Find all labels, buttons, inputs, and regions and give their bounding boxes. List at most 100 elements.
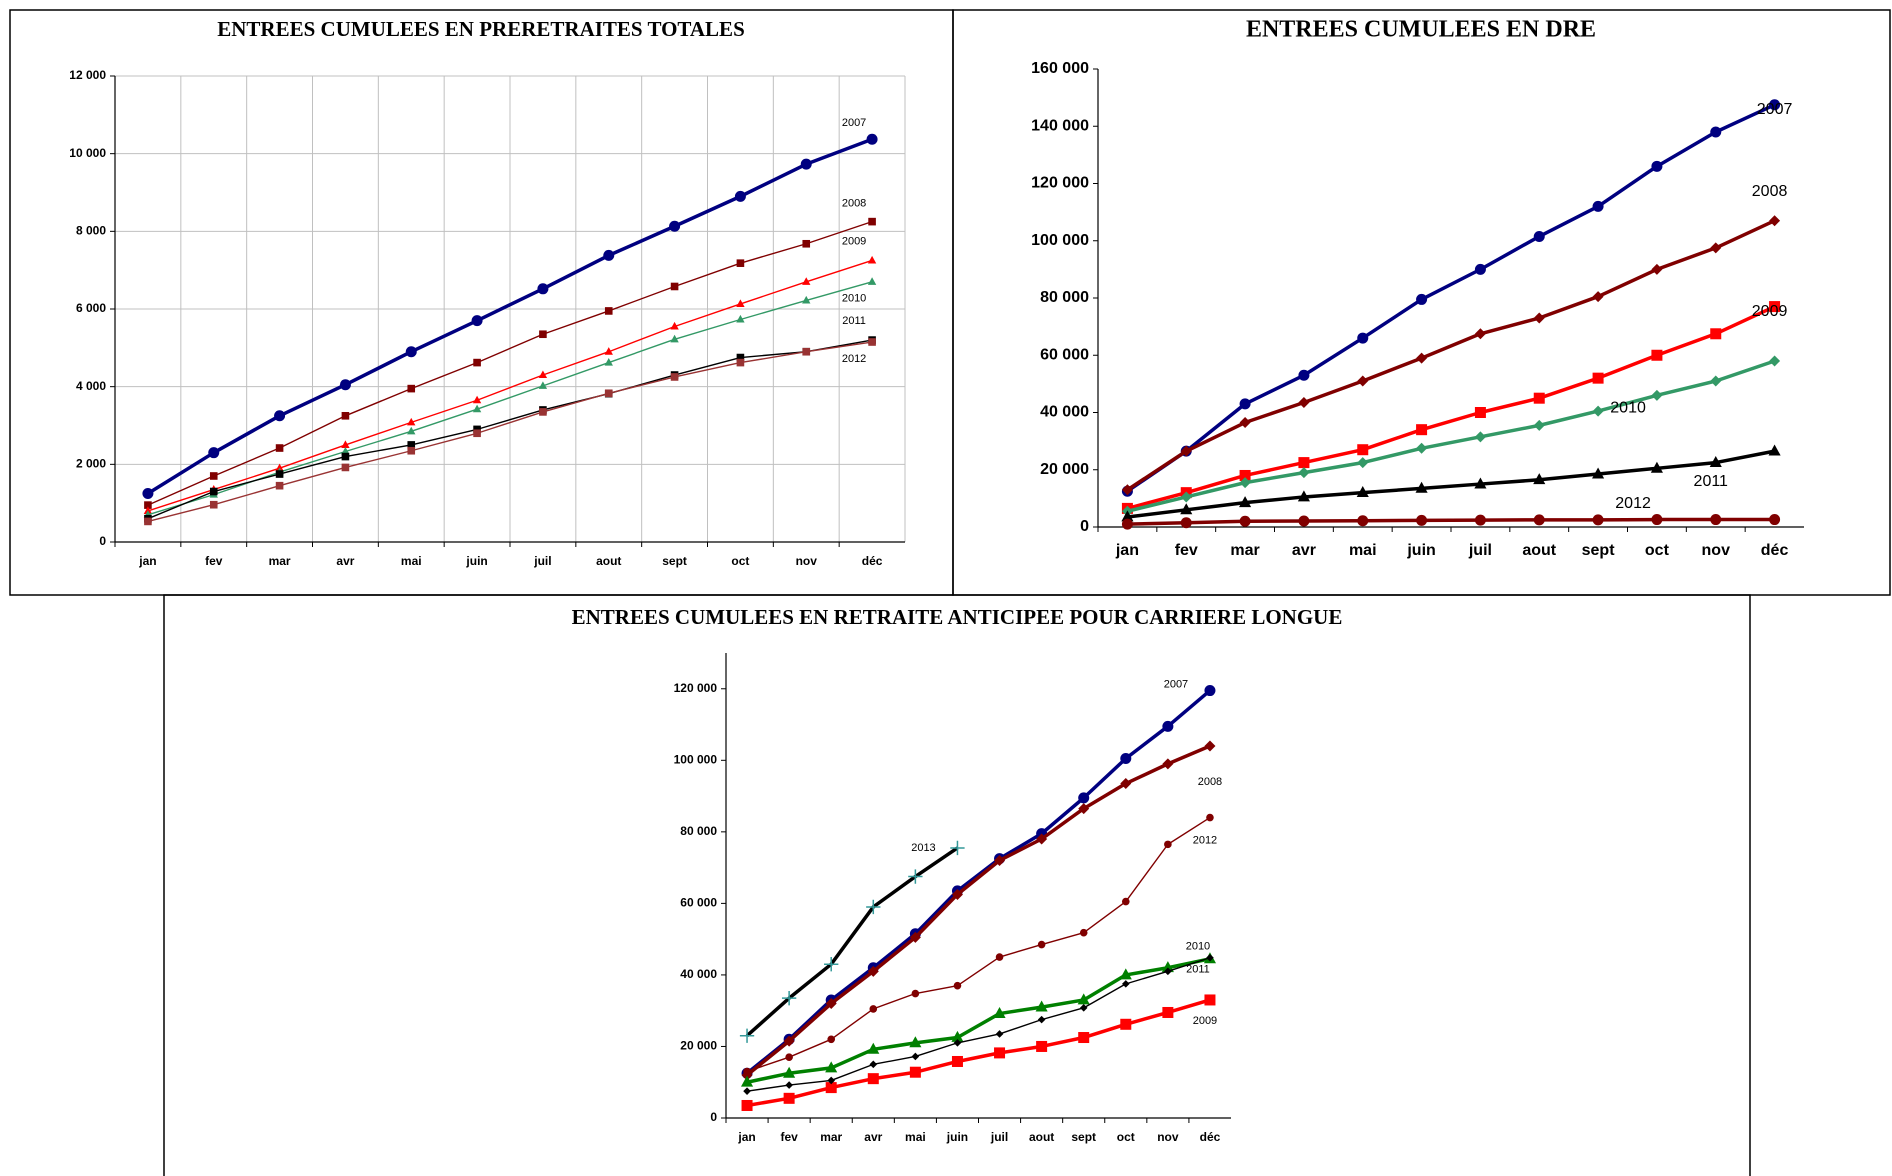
marker [1239, 398, 1251, 410]
series-line [745, 689, 1212, 1075]
marker [1651, 349, 1663, 361]
marker [785, 1053, 793, 1061]
marker [209, 500, 218, 509]
marker [274, 410, 286, 422]
marker [909, 931, 921, 943]
marker [1239, 417, 1251, 429]
marker [824, 957, 839, 972]
marker [866, 133, 878, 145]
x-tick-label: mai [1349, 542, 1377, 559]
x-tick-label: mai [905, 1130, 926, 1144]
marker [670, 321, 679, 330]
series-label: 2008 [842, 198, 866, 210]
series-label: 2010 [1610, 399, 1646, 416]
marker [275, 481, 284, 490]
marker [341, 463, 350, 472]
marker [604, 389, 613, 398]
marker [144, 501, 152, 509]
y-tick-label: 60 000 [1040, 346, 1089, 363]
x-tick-label: déc [1761, 542, 1789, 559]
marker [1769, 99, 1781, 111]
marker [734, 190, 746, 202]
marker [341, 446, 350, 455]
marker [1298, 515, 1310, 527]
series-line [1127, 517, 1775, 526]
series-line [746, 957, 1211, 1092]
marker [275, 444, 284, 452]
marker [741, 1099, 753, 1111]
chart-title: ENTREES CUMULEES EN RETRAITE ANTICIPEE P… [572, 605, 1343, 629]
marker [1298, 467, 1310, 479]
marker [670, 282, 679, 291]
y-tick-label: 0 [710, 1110, 717, 1124]
series-line [745, 846, 959, 1038]
marker [604, 358, 613, 366]
marker [1474, 328, 1486, 340]
marker [603, 249, 615, 261]
marker [1474, 431, 1486, 443]
marker [739, 1028, 755, 1043]
marker [208, 447, 220, 459]
marker [1079, 928, 1088, 937]
marker [209, 472, 218, 480]
marker [1162, 720, 1174, 732]
series-label: 2013 [911, 842, 935, 854]
marker [209, 487, 218, 496]
marker [867, 277, 877, 285]
marker [1298, 457, 1310, 469]
marker [1121, 980, 1130, 988]
marker [1416, 514, 1428, 526]
marker [341, 411, 350, 420]
series-label: 2007 [1164, 678, 1188, 690]
marker [1239, 477, 1251, 489]
marker [1035, 1000, 1048, 1012]
y-tick-label: 6 000 [76, 301, 106, 315]
series-line [147, 341, 873, 523]
series-label: 2007 [1757, 101, 1793, 118]
marker [951, 1055, 963, 1067]
marker [994, 854, 1006, 866]
marker [800, 158, 812, 170]
marker [1533, 392, 1545, 404]
x-tick-label: aout [1522, 542, 1556, 559]
x-tick-label: fev [1175, 542, 1198, 559]
series-label: 2007 [842, 117, 866, 129]
marker [1078, 792, 1090, 804]
y-tick-label: 120 000 [1031, 175, 1089, 192]
marker [1592, 200, 1604, 212]
series-line [147, 220, 873, 506]
marker [781, 991, 797, 1006]
y-tick-label: 140 000 [1031, 117, 1089, 134]
marker [993, 1006, 1006, 1018]
x-tick-label: nov [1702, 542, 1731, 559]
marker [995, 953, 1004, 961]
marker [802, 347, 811, 356]
marker [736, 299, 745, 307]
marker [1161, 961, 1174, 973]
marker [1416, 293, 1428, 305]
marker [669, 220, 681, 232]
marker [407, 441, 416, 449]
marker [1769, 355, 1781, 367]
chart-frame [163, 594, 1751, 1176]
x-tick-label: juin [1406, 542, 1435, 559]
marker [740, 1075, 754, 1087]
marker [407, 426, 416, 435]
marker [736, 259, 745, 267]
marker [1416, 442, 1428, 454]
marker [143, 506, 153, 514]
marker [911, 1052, 920, 1061]
y-tick-label: 2 000 [76, 457, 106, 471]
x-tick-label: nov [1157, 1130, 1179, 1144]
marker [1710, 242, 1722, 254]
marker [950, 840, 965, 856]
marker [1298, 396, 1310, 408]
marker [911, 989, 920, 998]
marker [1206, 813, 1214, 822]
x-tick-label: mai [401, 554, 422, 568]
marker [407, 384, 416, 393]
series-line [1127, 359, 1776, 513]
marker [1474, 407, 1486, 418]
